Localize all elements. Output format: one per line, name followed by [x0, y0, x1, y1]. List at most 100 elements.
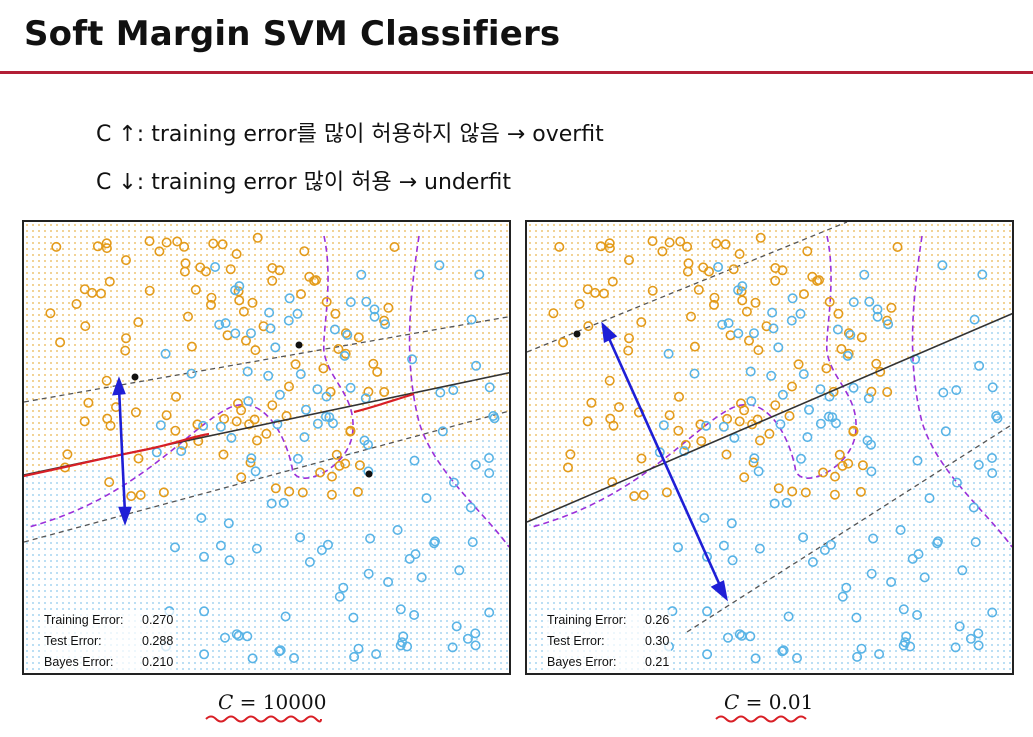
- blue-point: [673, 542, 684, 553]
- orange-point: [105, 420, 116, 431]
- svm-plot-c-0-01: Training Error: 0.26 Test Error: 0.30 Baye…: [525, 220, 1014, 675]
- blue-point: [338, 582, 349, 593]
- blue-point: [830, 418, 841, 429]
- blue-point: [199, 606, 210, 617]
- orange-point: [604, 375, 615, 386]
- blue-point: [783, 611, 794, 622]
- blue-point: [768, 323, 779, 334]
- orange-point: [739, 405, 750, 416]
- blue-point: [968, 502, 979, 513]
- blue-point: [361, 296, 372, 307]
- orange-point: [267, 262, 278, 273]
- orange-point: [120, 345, 131, 356]
- orange-point: [680, 439, 691, 450]
- orange-point: [770, 275, 781, 286]
- blue-point: [859, 269, 870, 280]
- blue-point: [786, 315, 797, 326]
- orange-point: [629, 491, 640, 502]
- orange-point: [638, 489, 649, 500]
- orange-point: [79, 284, 90, 295]
- blue-point: [231, 629, 242, 640]
- blue-point: [689, 368, 700, 379]
- orange-point: [686, 311, 697, 322]
- blue-point: [342, 329, 353, 340]
- blue-point: [898, 604, 909, 615]
- svm-plot-c-10000: Training Error: 0.270 Test Error: 0.288 Ba…: [22, 220, 511, 675]
- blue-point: [737, 281, 748, 292]
- training-error-label: Training Error:: [547, 613, 627, 627]
- support-vector: [295, 341, 303, 349]
- blue-point: [957, 565, 968, 576]
- blue-point: [186, 368, 197, 379]
- orange-point: [812, 275, 823, 286]
- blue-point: [825, 539, 836, 550]
- slide-title: Soft Margin SVM Classifiers: [24, 14, 561, 54]
- blue-point: [329, 324, 340, 335]
- blue-point: [484, 607, 495, 618]
- blue-point: [912, 609, 923, 620]
- blue-point: [781, 497, 792, 508]
- orange-point: [267, 275, 278, 286]
- blue-point: [702, 649, 713, 660]
- orange-point: [236, 472, 247, 483]
- blue-point: [215, 421, 226, 432]
- orange-point: [353, 332, 364, 343]
- orange-region: [24, 222, 509, 475]
- error-stats: Training Error: 0.26 Test Error: 0.30 Baye…: [545, 610, 672, 673]
- blue-point: [371, 649, 382, 660]
- blue-point: [466, 314, 477, 325]
- training-error-value: 0.270: [142, 613, 174, 627]
- blue-point: [359, 435, 370, 446]
- orange-point: [71, 299, 82, 310]
- blue-point: [986, 453, 997, 464]
- blue-point: [807, 556, 818, 567]
- orange-point: [190, 284, 201, 295]
- orange-point: [721, 449, 732, 460]
- blue-point: [868, 533, 879, 544]
- blue-point: [454, 565, 465, 576]
- orange-point: [604, 243, 615, 254]
- orange-point: [734, 248, 745, 259]
- upper-margin-line: [24, 316, 509, 403]
- orange-point: [784, 411, 795, 422]
- blue-point: [862, 435, 873, 446]
- blue-point: [769, 498, 780, 509]
- blue-point: [365, 533, 376, 544]
- orange-point: [283, 381, 294, 392]
- blue-point: [866, 568, 877, 579]
- blue-point: [663, 348, 674, 359]
- orange-point: [267, 400, 278, 411]
- test-error-value: 0.288: [142, 634, 174, 648]
- orange-point: [761, 321, 772, 332]
- blue-point: [409, 455, 420, 466]
- blue-point: [754, 543, 765, 554]
- orange-point: [241, 335, 252, 346]
- red-annotation-stroke: [24, 392, 415, 478]
- orange-point: [604, 238, 615, 249]
- blue-point: [987, 382, 998, 393]
- blue-point: [895, 524, 906, 535]
- blue-point: [348, 612, 359, 623]
- training-error-label: Training Error:: [44, 613, 124, 627]
- orange-point: [614, 402, 625, 413]
- data-points: [548, 232, 1003, 664]
- blue-point: [199, 551, 210, 562]
- orange-point: [624, 333, 635, 344]
- blue-point: [954, 621, 965, 632]
- blue-point: [196, 512, 207, 523]
- orange-point: [636, 453, 647, 464]
- orange-point: [798, 289, 809, 300]
- blue-point: [247, 653, 258, 664]
- blue-point: [727, 555, 738, 566]
- blue-point: [767, 307, 778, 318]
- orange-point: [582, 416, 593, 427]
- blue-point: [242, 366, 253, 377]
- orange-point: [368, 358, 379, 369]
- blue-point: [251, 543, 262, 554]
- blue-point: [991, 411, 1002, 422]
- orange-point: [770, 400, 781, 411]
- blue-point: [777, 389, 788, 400]
- orange-point: [734, 416, 745, 427]
- blue-point: [883, 319, 894, 330]
- blue-point: [465, 502, 476, 513]
